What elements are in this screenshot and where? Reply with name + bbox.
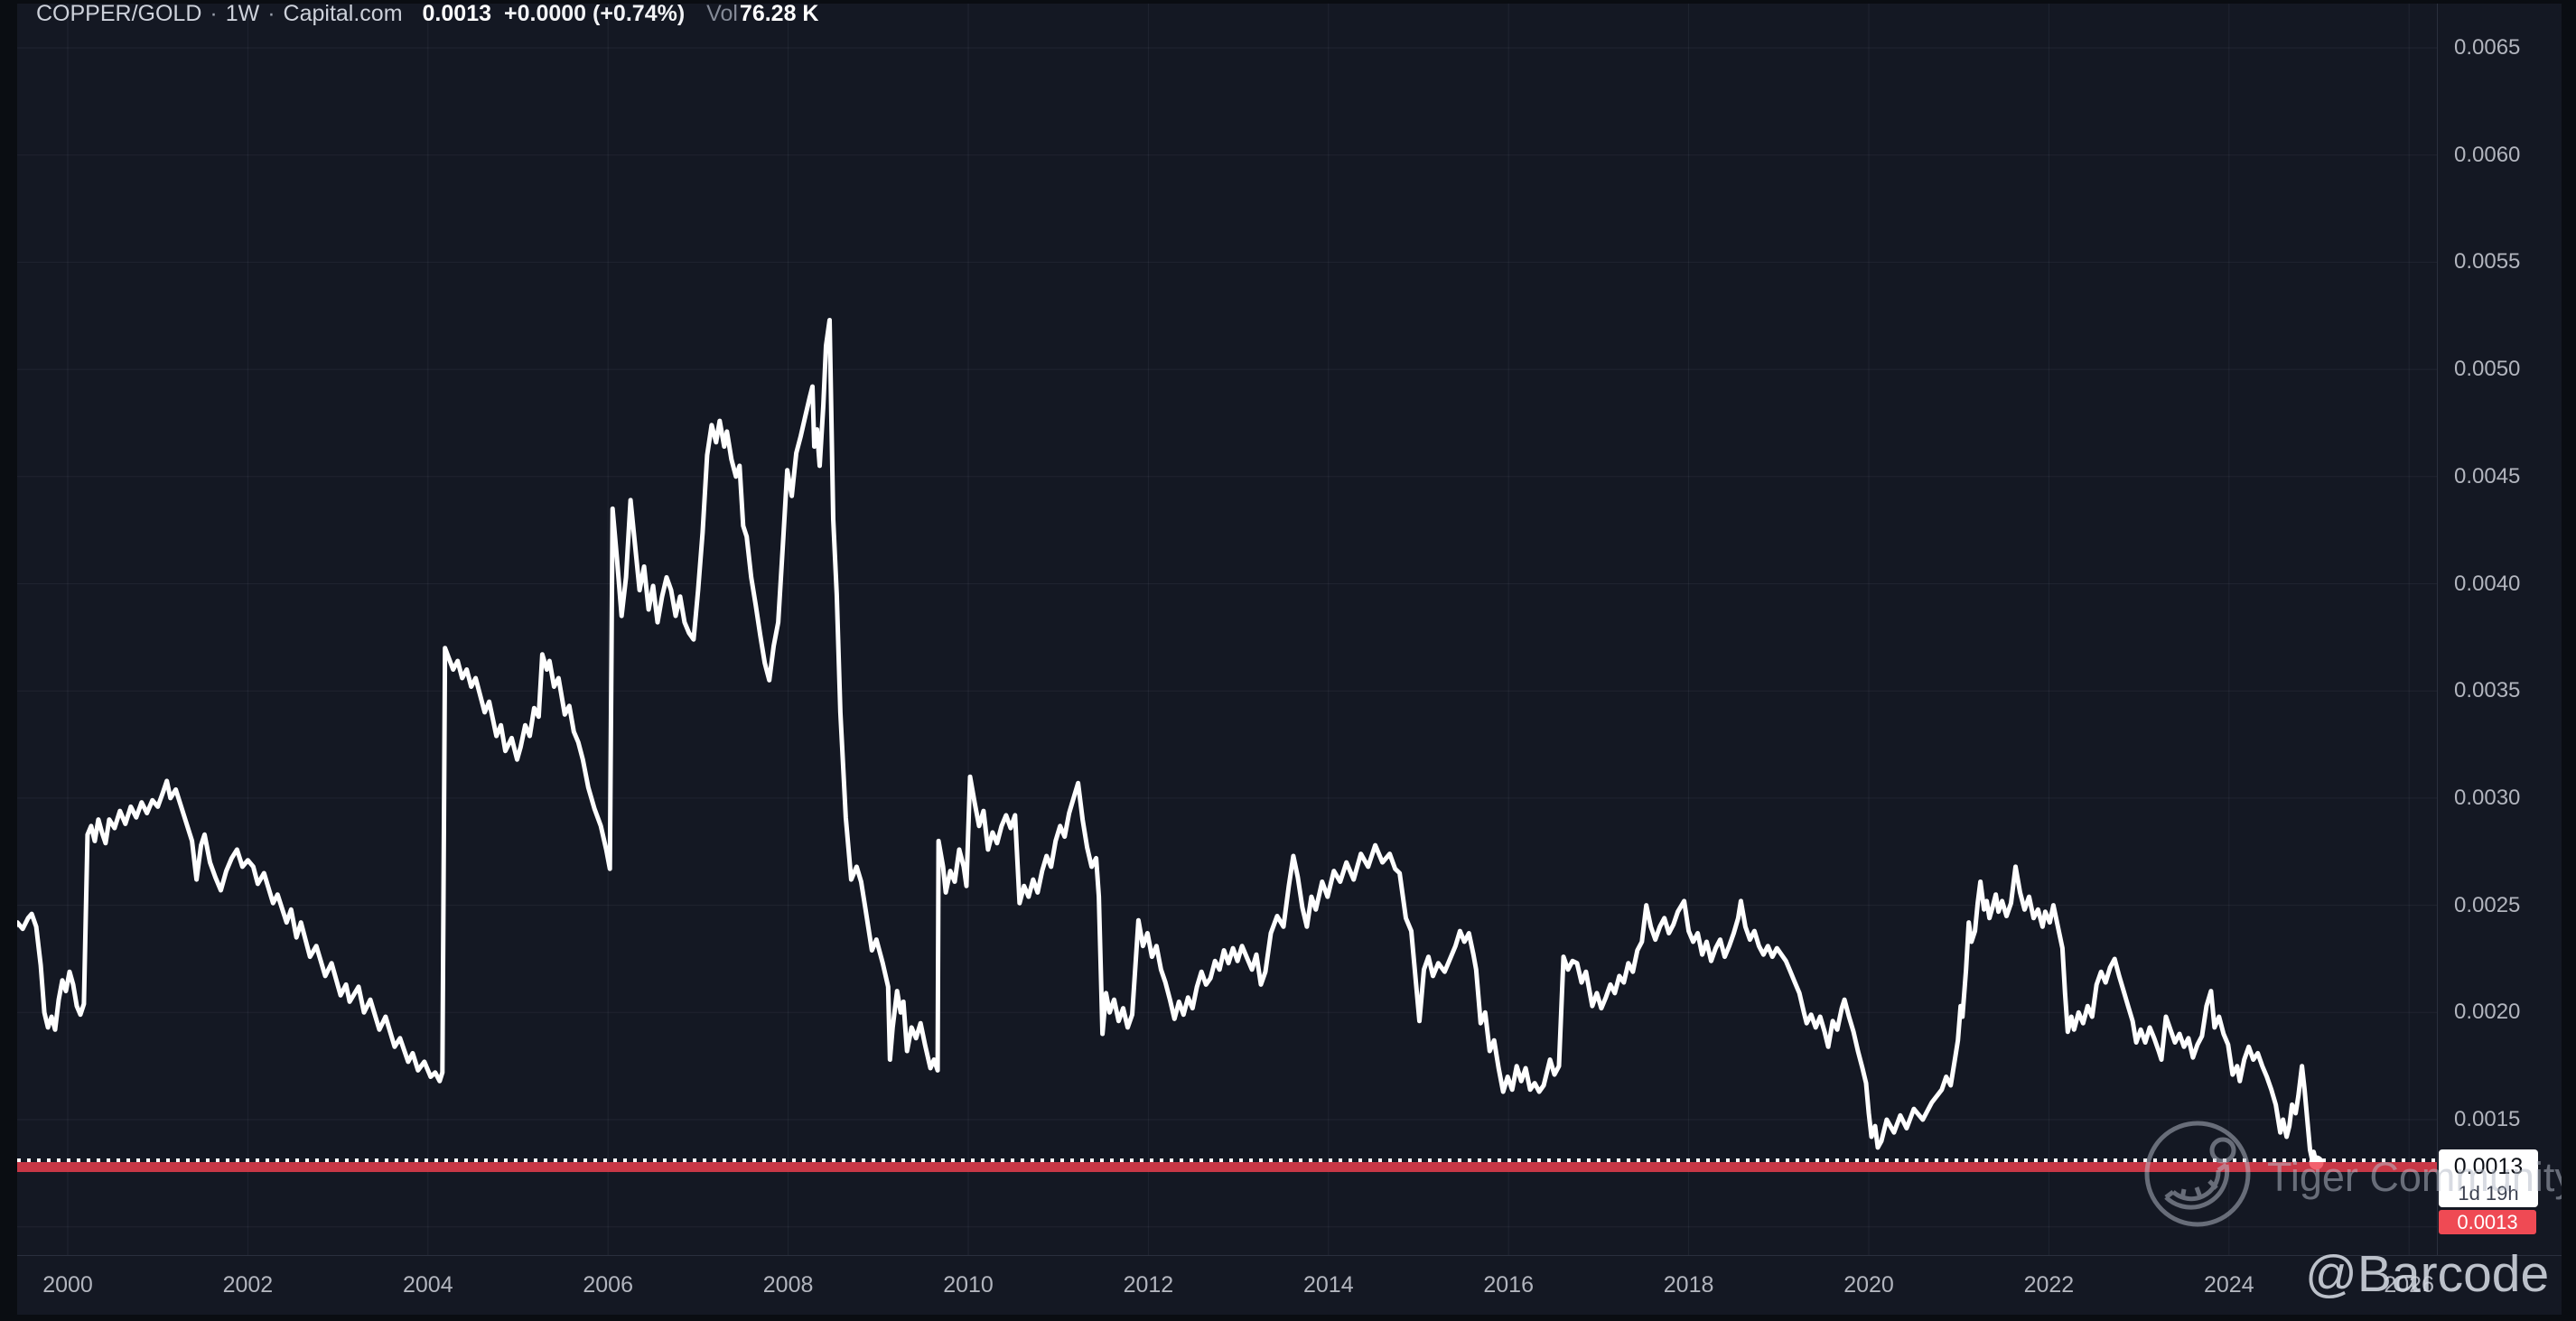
time-tick-label: 2002 xyxy=(222,1272,274,1298)
price-tick-label: 0.0055 xyxy=(2454,249,2521,274)
time-tick-label: 2022 xyxy=(2023,1272,2075,1298)
price-tick-label: 0.0030 xyxy=(2454,785,2521,810)
price-line-dotted-overlay xyxy=(17,1158,2437,1162)
time-tick-label: 2018 xyxy=(1663,1272,1714,1298)
separator-dot: · xyxy=(267,0,275,26)
price-tick-label: 0.0040 xyxy=(2454,571,2521,596)
current-price-badge: 0.0013 1d 19h xyxy=(2439,1149,2538,1207)
price-axis[interactable]: 0.0065 0.0060 0.0055 0.0050 0.0045 0.0040 0.00… xyxy=(2437,0,2562,1255)
time-tick-label: 2004 xyxy=(402,1272,453,1298)
price-tick-label: 0.0060 xyxy=(2454,142,2521,167)
time-axis[interactable]: 2000 2002 2004 2006 2008 2010 2012 2014 2016 2018… xyxy=(0,1255,2562,1316)
time-tick-label: 2000 xyxy=(42,1272,93,1298)
volume-value: 76.28 K xyxy=(739,0,819,26)
symbol-title[interactable]: COPPER/GOLD xyxy=(36,0,202,26)
last-price-value: 0.0013 xyxy=(422,0,491,26)
alert-price-line[interactable] xyxy=(17,1161,2437,1172)
bar-countdown: 1d 19h xyxy=(2458,1182,2519,1205)
time-tick-label: 2020 xyxy=(1843,1272,1894,1298)
price-tick-label: 0.0025 xyxy=(2454,892,2521,917)
account-watermark: @Barcode xyxy=(2305,1245,2550,1303)
time-tick-label: 2024 xyxy=(2203,1272,2254,1298)
alert-price-badge: 0.0013 xyxy=(2439,1210,2536,1234)
price-tick-label: 0.0045 xyxy=(2454,463,2521,488)
price-tick-label: 0.0035 xyxy=(2454,678,2521,703)
time-tick-label: 2010 xyxy=(943,1272,994,1298)
time-tick-label: 2026 xyxy=(2384,1272,2434,1298)
price-line-series xyxy=(0,318,2319,1165)
price-change-value: +0.0000 (+0.74%) xyxy=(504,0,686,26)
price-tick-label: 0.0050 xyxy=(2454,357,2521,382)
window-edge-left xyxy=(0,0,17,1321)
time-tick-label: 2016 xyxy=(1483,1272,1534,1298)
time-tick-label: 2012 xyxy=(1123,1272,1174,1298)
volume-label: Vol xyxy=(706,0,738,26)
symbol-info-bar[interactable]: COPPER/GOLD · 1W · Capital.com 0.0013 +0… xyxy=(36,0,819,26)
interval-label[interactable]: 1W xyxy=(225,0,260,26)
window-edge-bottom xyxy=(0,1315,2576,1321)
time-tick-label: 2014 xyxy=(1302,1272,1354,1298)
time-tick-label: 2006 xyxy=(583,1272,633,1298)
separator-dot: · xyxy=(210,0,218,26)
current-price-value: 0.0013 xyxy=(2453,1154,2524,1179)
window-edge-right xyxy=(2562,0,2576,1321)
price-tick-label: 0.0065 xyxy=(2454,35,2521,60)
time-tick-label: 2008 xyxy=(762,1272,814,1298)
price-tick-label: 0.0020 xyxy=(2454,1000,2521,1025)
price-tick-label: 0.0015 xyxy=(2454,1107,2521,1131)
exchange-label: Capital.com xyxy=(283,0,403,26)
window-edge-top xyxy=(0,0,2576,4)
